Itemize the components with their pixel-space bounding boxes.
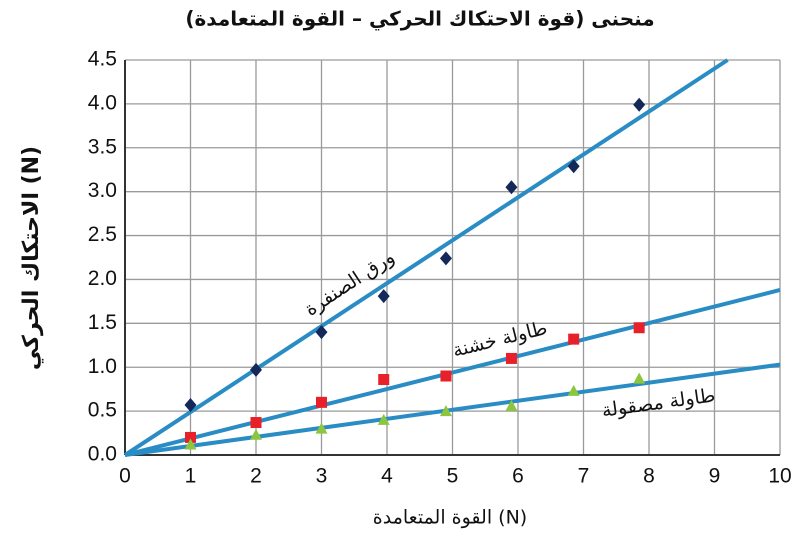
fit-line [124,362,781,457]
point [633,372,646,384]
point [439,251,452,266]
point [315,325,328,340]
point [633,97,646,112]
point [316,396,327,408]
y-tick-label: 1.5 [88,311,117,334]
point [378,374,390,386]
x-tick-label: 4 [381,465,393,488]
point [505,352,517,364]
x-axis-label: القوة المتعامدة (N) [373,507,527,529]
point [505,399,518,411]
y-tick-label: 2.5 [88,223,117,246]
point [567,159,580,174]
x-tick-label: 10 [768,465,791,488]
y-tick-label: 4.0 [88,91,117,114]
x-tick-label: 0 [119,465,131,488]
y-axis-label: الاحتكاك الحركي (N) [19,146,44,370]
y-tick-label: 1.0 [88,355,117,378]
y-tick-label: 0.5 [88,399,117,422]
point [184,438,197,450]
point [315,422,328,434]
point [568,333,580,345]
point [250,362,262,377]
point [184,397,197,412]
series-label: طاولة مصقولة [600,384,716,421]
point [185,431,196,443]
fit-line [124,288,781,457]
y-tick-label: 4.5 [88,48,117,71]
x-tick-label: 3 [316,465,328,488]
point [250,417,262,429]
x-tick-label: 2 [250,465,262,488]
point [377,413,390,425]
y-tick-label: 0.0 [88,443,117,466]
point [567,384,580,396]
x-tick-label: 9 [709,465,721,488]
x-tick-label: 1 [185,465,197,488]
x-tick-label: 7 [578,465,590,488]
point [633,322,645,334]
fit-line [123,58,729,457]
chart-title: منحنى (قوة الاحتكاك الحركي – القوة المتع… [185,7,654,32]
point [250,428,262,440]
y-tick-label: 3.0 [88,179,117,202]
x-tick-label: 5 [447,465,459,488]
point [505,180,518,195]
x-tick-label: 8 [643,465,655,488]
x-tick-label: 6 [512,465,524,488]
point [440,370,452,382]
y-tick-label: 2.0 [88,267,117,290]
point [377,289,390,304]
point [439,405,452,417]
y-tick-label: 3.5 [88,135,117,158]
